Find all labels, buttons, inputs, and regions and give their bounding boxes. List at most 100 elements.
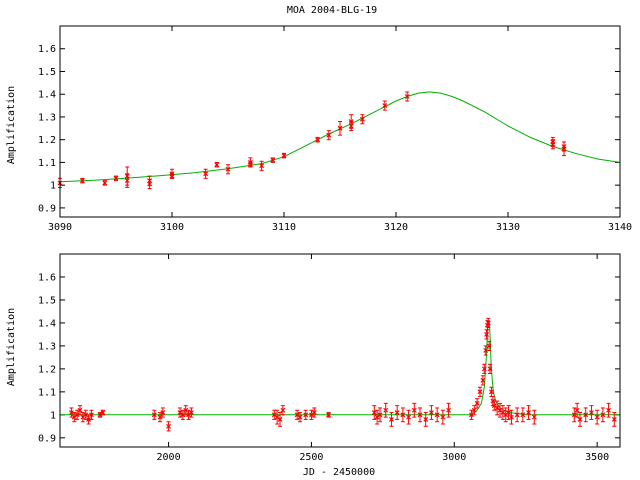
bottom-plot-frame [59, 253, 621, 448]
data-point [480, 375, 486, 386]
y-tick-label: 1.6 [38, 272, 56, 283]
point-marker [280, 407, 286, 413]
point-marker [102, 180, 108, 186]
data-point [477, 386, 483, 397]
point-marker [270, 157, 276, 163]
data-point [247, 161, 253, 168]
data-point [417, 407, 423, 423]
data-point [186, 409, 191, 420]
point-marker [429, 410, 434, 415]
data-point [280, 405, 286, 416]
point-marker [485, 320, 491, 326]
top-plot-frame [59, 25, 621, 218]
data-point [487, 363, 493, 374]
point-marker [113, 175, 119, 181]
point-marker [423, 417, 429, 422]
point-marker [383, 407, 389, 413]
data-point [359, 114, 365, 125]
point-marker [487, 366, 493, 372]
y-tick-label: 1 [50, 410, 56, 421]
data-point [274, 409, 280, 425]
data-point [485, 317, 491, 329]
data-point [177, 407, 183, 418]
data-point [550, 136, 556, 148]
y-tick-label: 0.9 [38, 433, 56, 444]
point-marker [311, 410, 317, 415]
data-point [377, 407, 383, 423]
point-marker [571, 412, 577, 418]
data-point [86, 414, 91, 425]
data-point [166, 421, 171, 432]
data-point [326, 412, 331, 418]
top-model-curve [59, 91, 621, 183]
data-point [337, 121, 343, 136]
point-marker [526, 410, 531, 415]
point-marker [69, 410, 74, 415]
point-marker [611, 417, 617, 422]
model-curve [59, 91, 621, 183]
point-marker [83, 412, 89, 418]
data-point [520, 407, 526, 423]
data-point [383, 402, 389, 418]
data-point [297, 412, 303, 423]
data-point [514, 407, 520, 423]
x-tick-label: 2000 [157, 452, 181, 463]
data-point [469, 409, 474, 420]
data-point [89, 409, 94, 420]
point-marker [561, 146, 567, 152]
data-point [382, 100, 388, 111]
x-tick-label: 3500 [585, 452, 609, 463]
point-marker [326, 412, 331, 418]
y-tick-label: 1.5 [38, 67, 56, 78]
point-marker [214, 162, 220, 168]
data-point [69, 407, 74, 418]
data-point [483, 345, 489, 356]
data-point [169, 173, 175, 179]
data-point [494, 400, 500, 416]
point-marker [600, 412, 606, 418]
data-point [589, 405, 594, 420]
point-marker [480, 377, 486, 383]
point-marker [371, 410, 377, 415]
point-marker [417, 412, 423, 418]
point-marker [89, 412, 94, 418]
data-point [100, 409, 106, 416]
point-marker [446, 407, 451, 413]
y-tick-label: 1.3 [38, 341, 56, 352]
point-marker [389, 417, 394, 422]
point-marker [474, 400, 480, 406]
data-point [183, 405, 189, 416]
point-marker [147, 181, 153, 187]
point-marker [514, 412, 520, 418]
point-marker [337, 125, 343, 131]
point-marker [166, 423, 171, 429]
chart-title: MOA 2004-BLG-19 [287, 5, 377, 16]
x-tick-label: 3000 [442, 452, 466, 463]
point-marker [471, 407, 477, 413]
point-marker [160, 410, 166, 415]
point-marker [440, 414, 446, 420]
data-point [500, 405, 506, 420]
y-tick-label: 1.4 [38, 90, 56, 101]
point-marker [100, 410, 106, 415]
point-marker [531, 414, 537, 420]
point-marker [574, 407, 580, 413]
data-point [281, 152, 287, 159]
point-marker [74, 412, 80, 418]
data-point [481, 363, 487, 374]
y-tick-label: 1 [50, 181, 56, 192]
data-point [594, 409, 600, 425]
data-point [611, 412, 617, 427]
data-point [526, 405, 531, 420]
point-marker [489, 389, 494, 395]
data-point [423, 412, 429, 427]
point-marker [550, 139, 556, 145]
data-point [577, 412, 583, 427]
point-marker [394, 410, 400, 415]
point-marker [434, 412, 440, 418]
point-marker [79, 178, 85, 184]
point-marker [225, 166, 231, 172]
data-point [309, 409, 314, 420]
point-marker [382, 103, 388, 109]
